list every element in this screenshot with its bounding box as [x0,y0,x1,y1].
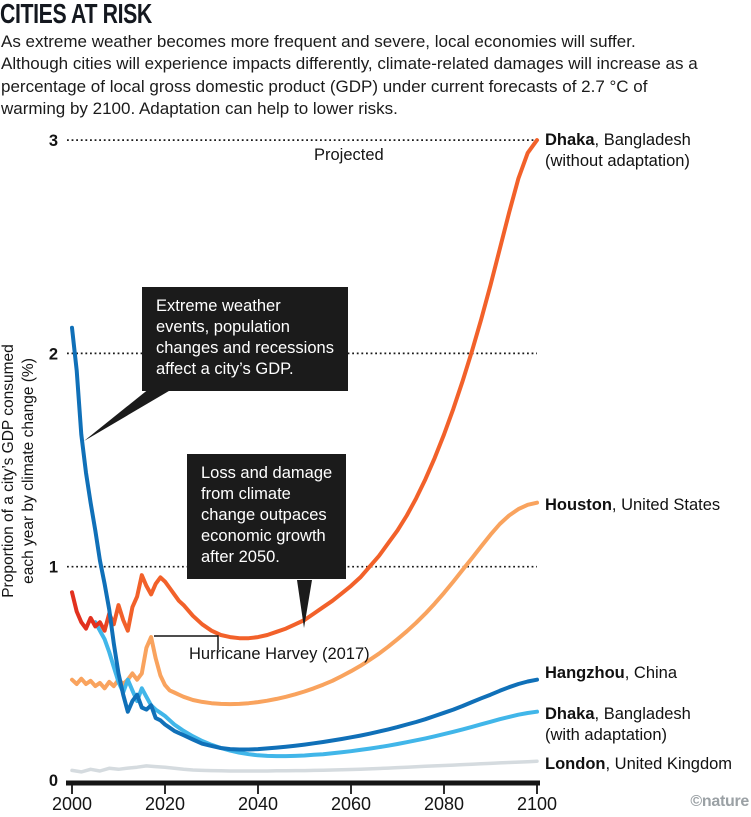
city-name: Dhaka [545,705,595,723]
harvey-connector-line [154,635,219,650]
city-name: Hangzhou [545,664,625,682]
figure-title: CITIES AT RISK [0,0,152,29]
country-name: , United Kingdom [605,755,733,773]
callout-loss-damage: Loss and damage from climate change outp… [187,454,347,579]
xtick-label-2080: 2080 [424,794,464,814]
label-dhaka-with-adaptation: Dhaka, Bangladesh (with adaptation) [545,704,691,747]
label-line: Dhaka, Bangladesh [545,704,691,725]
series-line-london [70,759,539,774]
harvey-annotation: Hurricane Harvey (2017) [189,645,370,663]
x-axis: 2000 2020 2040 2060 2080 2100 [52,780,557,814]
callout-extreme-weather: Extreme weather events, population chang… [142,287,348,391]
ytick-label-1: 1 [49,559,58,577]
xtick-label-2040: 2040 [238,794,278,814]
city-name: London [545,755,606,773]
series-line-dhaka_without [70,138,539,641]
series-line-dhaka_with [93,620,539,759]
nature-credit: ©nature [690,793,749,810]
country-name: , China [624,664,678,682]
xtick-label-2000: 2000 [52,794,92,814]
country-name: , Bangladesh [594,705,691,723]
projected-label: Projected [314,146,384,164]
figure-standfirst: As extreme weather becomes more frequent… [1,32,698,119]
series-line-hangzhou [70,325,539,752]
ytick-label-3: 3 [49,132,58,150]
city-name: Houston [545,496,612,514]
callout-pointer-1 [84,388,174,441]
series-lines [70,138,539,774]
xtick-label-2060: 2060 [331,794,371,814]
label-london: London, United Kingdom [545,754,732,775]
y-axis-title: Proportion of a city’s GDP consumed each… [0,281,41,661]
label-hangzhou: Hangzhou, China [545,663,677,684]
label-houston: Houston, United States [545,495,720,516]
country-name: , Bangladesh [594,131,691,149]
ytick-label-2: 2 [49,345,58,363]
callout-pointer-2 [297,580,312,628]
xtick-label-2100: 2100 [517,794,557,814]
label-line: (with adaptation) [545,726,667,745]
y-axis-title-line2: each year by climate change (%) [19,358,37,584]
ytick-label-0: 0 [49,772,58,790]
label-line: (without adaptation) [545,152,690,171]
city-name: Dhaka [545,131,595,149]
label-dhaka-without-adaptation: Dhaka, Bangladesh (without adaptation) [545,130,691,173]
country-name: , United States [611,496,721,514]
y-axis-title-line1: Proportion of a city’s GDP consumed [0,344,17,598]
xtick-label-2020: 2020 [145,794,185,814]
label-line: Dhaka, Bangladesh [545,130,691,151]
